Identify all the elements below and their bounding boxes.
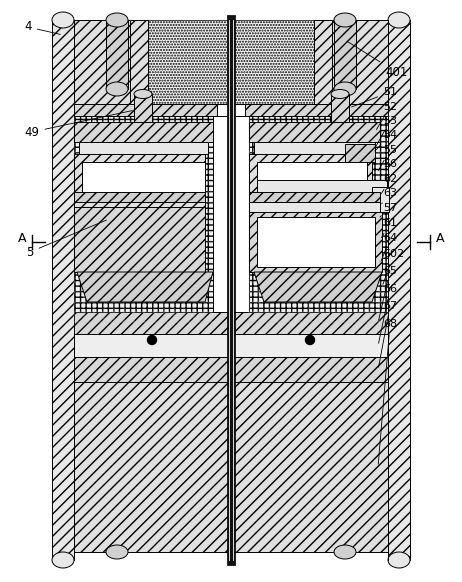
Text: 401: 401 bbox=[347, 41, 407, 79]
Bar bbox=[148, 20, 314, 104]
Bar bbox=[74, 334, 388, 357]
Text: 63: 63 bbox=[382, 188, 397, 204]
Bar bbox=[74, 154, 205, 232]
Bar bbox=[249, 207, 382, 272]
Bar bbox=[254, 142, 375, 154]
Bar bbox=[74, 312, 388, 334]
Text: 61: 61 bbox=[382, 218, 397, 237]
Ellipse shape bbox=[52, 552, 74, 568]
Circle shape bbox=[147, 335, 157, 345]
Ellipse shape bbox=[334, 545, 356, 559]
Text: A: A bbox=[436, 232, 444, 244]
Bar bbox=[74, 20, 388, 560]
Bar bbox=[82, 162, 205, 197]
Text: 64: 64 bbox=[381, 233, 397, 261]
Text: 67: 67 bbox=[378, 301, 397, 367]
Polygon shape bbox=[254, 272, 382, 302]
Text: 4: 4 bbox=[24, 20, 61, 34]
Text: 49: 49 bbox=[24, 111, 132, 139]
Bar bbox=[388, 20, 410, 560]
Bar bbox=[74, 382, 388, 552]
Text: 68: 68 bbox=[378, 319, 397, 464]
Text: 65: 65 bbox=[379, 266, 397, 320]
Ellipse shape bbox=[134, 90, 152, 98]
Bar bbox=[249, 116, 388, 322]
Bar bbox=[314, 20, 332, 104]
Ellipse shape bbox=[106, 545, 128, 559]
Bar bbox=[134, 94, 152, 122]
Text: 5: 5 bbox=[26, 220, 106, 258]
Bar bbox=[249, 154, 372, 232]
Bar bbox=[130, 20, 148, 104]
Bar bbox=[74, 116, 213, 322]
Text: 602: 602 bbox=[383, 249, 404, 285]
Ellipse shape bbox=[106, 82, 128, 96]
Bar bbox=[74, 357, 388, 382]
Ellipse shape bbox=[334, 13, 356, 27]
Bar bbox=[52, 20, 74, 560]
Text: 51: 51 bbox=[352, 87, 397, 107]
Bar bbox=[332, 20, 388, 104]
Text: 66: 66 bbox=[378, 284, 397, 343]
Text: 62: 62 bbox=[382, 174, 397, 194]
Bar bbox=[372, 187, 389, 212]
Ellipse shape bbox=[334, 82, 356, 96]
Text: 57: 57 bbox=[380, 203, 397, 217]
Bar bbox=[74, 192, 205, 202]
Text: 55: 55 bbox=[378, 145, 397, 171]
Bar bbox=[106, 20, 128, 89]
Ellipse shape bbox=[106, 13, 128, 27]
Bar bbox=[334, 20, 356, 89]
Bar bbox=[74, 122, 213, 142]
Ellipse shape bbox=[388, 552, 410, 568]
Circle shape bbox=[305, 335, 315, 345]
Bar bbox=[249, 192, 380, 202]
Bar bbox=[79, 142, 208, 154]
Text: 52: 52 bbox=[377, 102, 397, 130]
Bar bbox=[331, 94, 349, 122]
Bar bbox=[74, 20, 130, 104]
Text: 53: 53 bbox=[377, 116, 397, 146]
Bar bbox=[217, 104, 245, 116]
Bar bbox=[249, 202, 380, 212]
Text: 54: 54 bbox=[375, 130, 397, 151]
Ellipse shape bbox=[388, 12, 410, 28]
Bar bbox=[257, 162, 367, 197]
Polygon shape bbox=[77, 272, 213, 302]
Bar bbox=[74, 207, 205, 272]
Bar bbox=[74, 104, 388, 116]
Ellipse shape bbox=[52, 12, 74, 28]
Bar bbox=[249, 122, 380, 142]
Bar bbox=[227, 15, 235, 565]
Bar bbox=[345, 144, 375, 162]
Ellipse shape bbox=[331, 90, 349, 98]
Bar bbox=[257, 180, 387, 192]
Text: A: A bbox=[18, 232, 26, 244]
Text: 56: 56 bbox=[383, 159, 397, 183]
Bar bbox=[257, 217, 375, 267]
